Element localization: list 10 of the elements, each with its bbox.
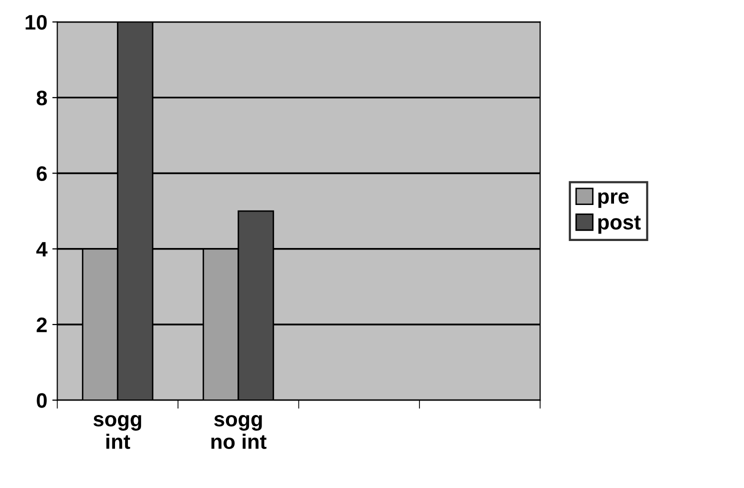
y-tick-label: 4 xyxy=(36,242,48,256)
y-tick-label: 2 xyxy=(36,318,47,332)
legend-label: post xyxy=(598,216,641,234)
y-tick-label: 10 xyxy=(26,14,47,30)
legend-label: pre xyxy=(598,192,629,208)
y-tick-label: 0 xyxy=(36,393,47,408)
y-tick-label: 6 xyxy=(36,166,47,181)
x-tick-label: sogg int xyxy=(94,415,142,449)
x-tick-label: sogg no int xyxy=(211,415,266,450)
y-tick-label: 8 xyxy=(36,90,47,106)
